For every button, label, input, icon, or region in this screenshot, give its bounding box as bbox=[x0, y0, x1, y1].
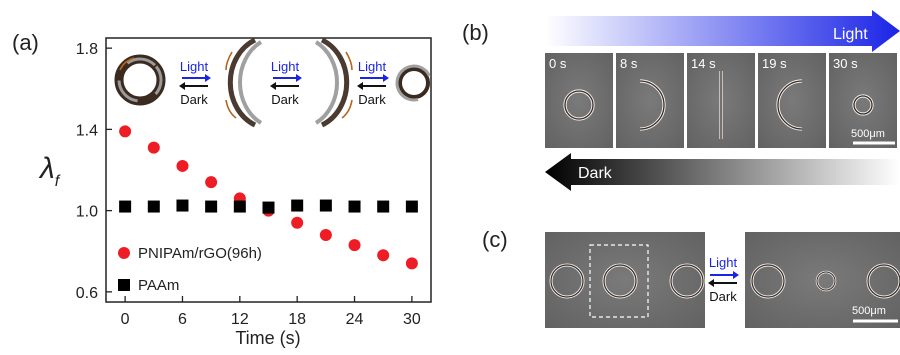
data-point-paam bbox=[348, 200, 361, 213]
micrograph-c-right: 500μm bbox=[745, 232, 900, 328]
data-point-paam bbox=[262, 201, 275, 214]
panel-label-c: (c) bbox=[482, 227, 508, 252]
timelapse-frames: 0 s 8 s 14 s 19 s 30 s 500μm bbox=[545, 53, 897, 148]
schematic-ring-large bbox=[114, 54, 166, 106]
schematic-inset: Light Dark Light Dark bbox=[114, 37, 433, 128]
data-series bbox=[119, 125, 418, 270]
frame-background bbox=[616, 53, 684, 148]
data-point-pnipam bbox=[319, 228, 332, 241]
y-axis-label-text: λf bbox=[38, 152, 61, 190]
schematic-dark-3: Dark bbox=[358, 92, 386, 107]
gel-shape bbox=[853, 95, 873, 115]
data-point-pnipam bbox=[205, 176, 218, 189]
y-tick-label: 1.8 bbox=[76, 41, 98, 58]
data-point-pnipam bbox=[377, 249, 390, 262]
data-point-pnipam bbox=[147, 141, 160, 154]
x-tick-label: 12 bbox=[231, 311, 249, 328]
highlight-box bbox=[589, 244, 649, 318]
data-point-pnipam bbox=[176, 159, 189, 172]
data-point-paam bbox=[205, 200, 218, 213]
panel-c-arrows: Light Dark bbox=[708, 255, 739, 304]
schematic-arrows-3: Light Dark bbox=[357, 59, 389, 107]
x-tick-label: 0 bbox=[121, 311, 130, 328]
schematic-light-1: Light bbox=[180, 59, 209, 74]
frame-time-label: 30 s bbox=[833, 56, 858, 71]
schematic-arc-closed bbox=[314, 37, 353, 128]
plot-frame bbox=[105, 37, 432, 303]
data-point-pnipam bbox=[119, 125, 132, 138]
x-tick-label: 24 bbox=[346, 311, 364, 328]
panel-label-a: (a) bbox=[12, 30, 39, 55]
y-axis: 0.6 1.0 1.4 1.8 bbox=[76, 41, 112, 302]
schematic-light-3: Light bbox=[358, 59, 387, 74]
timelapse-frame: 30 s 500μm bbox=[829, 53, 897, 148]
data-point-pnipam bbox=[291, 216, 304, 229]
frame-background bbox=[829, 53, 897, 148]
light-arrow-banner: Light bbox=[545, 10, 900, 52]
data-point-pnipam bbox=[348, 239, 361, 252]
x-axis: 0 6 12 18 24 30 bbox=[121, 296, 421, 328]
gel-shape bbox=[777, 80, 803, 130]
legend-marker-pnipam bbox=[118, 247, 130, 259]
panel-c-light: Light bbox=[709, 255, 738, 270]
legend-marker-paam bbox=[118, 279, 130, 291]
x-tick-label: 30 bbox=[403, 311, 421, 328]
dark-arrow-banner: Dark bbox=[545, 153, 900, 191]
data-point-paam bbox=[119, 200, 132, 213]
schematic-dark-2: Dark bbox=[271, 92, 299, 107]
frame-time-label: 19 s bbox=[762, 56, 787, 71]
legend-label-paam: PAAm bbox=[138, 277, 179, 294]
frame-time-label: 0 s bbox=[549, 56, 567, 71]
schematic-dark-1: Dark bbox=[180, 92, 208, 107]
scale-label-c: 500μm bbox=[852, 305, 886, 317]
timelapse-frame: 8 s bbox=[616, 53, 684, 148]
timelapse-frame: 14 s bbox=[687, 53, 755, 148]
data-point-paam bbox=[291, 199, 304, 212]
dark-banner-label: Dark bbox=[578, 165, 613, 182]
y-axis-label: λf bbox=[38, 152, 61, 190]
data-point-paam bbox=[176, 199, 189, 212]
frame-time-label: 8 s bbox=[620, 56, 638, 71]
data-point-pnipam bbox=[405, 257, 418, 270]
data-point-paam bbox=[233, 200, 246, 213]
y-tick-label: 1.4 bbox=[76, 122, 98, 139]
legend: PNIPAm/rGO(96h) PAAm bbox=[118, 245, 262, 294]
timelapse-frame: 19 s bbox=[758, 53, 826, 148]
x-axis-label: Time (s) bbox=[235, 328, 300, 348]
legend-label-pnipam: PNIPAm/rGO(96h) bbox=[138, 245, 262, 262]
y-tick-label: 0.6 bbox=[76, 285, 98, 302]
frame-background bbox=[545, 53, 613, 148]
x-tick-label: 6 bbox=[178, 311, 187, 328]
x-tick-label: 18 bbox=[288, 311, 306, 328]
scale-label-b: 500μm bbox=[851, 128, 885, 140]
micrograph-c-left bbox=[545, 232, 705, 328]
data-point-paam bbox=[377, 200, 390, 213]
light-banner-label: Light bbox=[833, 26, 868, 43]
schematic-light-2: Light bbox=[271, 59, 300, 74]
y-tick-label: 1.0 bbox=[76, 204, 98, 221]
schematic-arrows-2: Light Dark bbox=[270, 59, 302, 107]
data-point-paam bbox=[405, 200, 418, 213]
data-point-paam bbox=[147, 200, 160, 213]
panel-c-dark: Dark bbox=[709, 289, 737, 304]
schematic-arc-open bbox=[225, 37, 263, 128]
frame-time-label: 14 s bbox=[691, 56, 716, 71]
timelapse-frame: 0 s bbox=[545, 53, 613, 148]
schematic-arrows-1: Light Dark bbox=[179, 59, 211, 107]
data-point-paam bbox=[319, 199, 332, 212]
frame-background bbox=[758, 53, 826, 148]
gel-shape bbox=[639, 80, 665, 130]
schematic-ring-small bbox=[395, 64, 433, 102]
gel-shape bbox=[564, 90, 594, 120]
panel-label-b: (b) bbox=[462, 20, 489, 45]
